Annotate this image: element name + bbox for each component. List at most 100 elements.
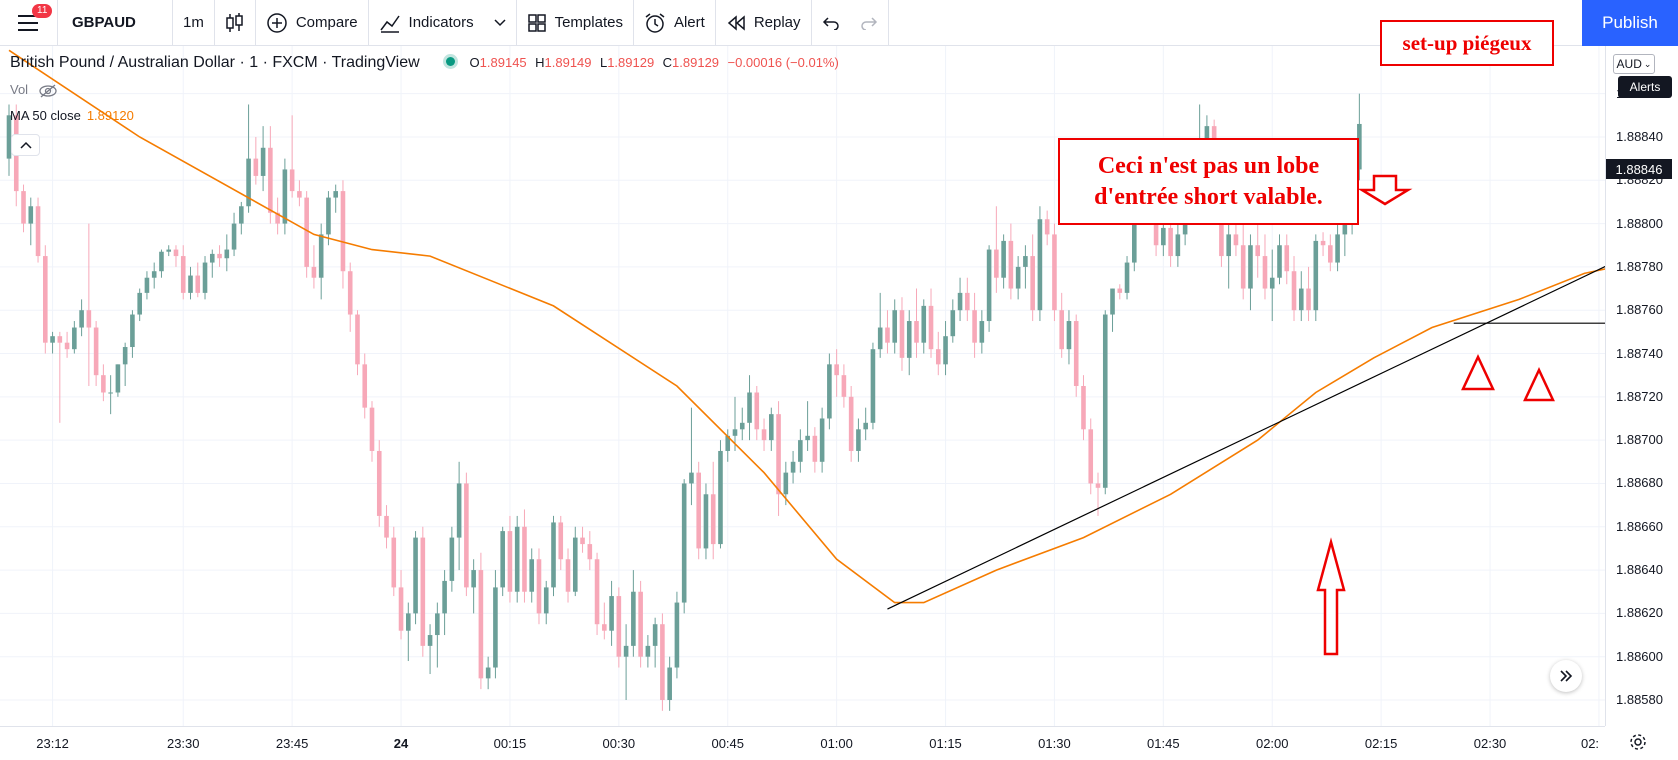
candle-body xyxy=(369,407,375,451)
candle xyxy=(943,321,948,376)
price-axis[interactable]: 1.888601.888401.888201.888001.887801.887… xyxy=(1605,46,1678,726)
candle-body xyxy=(304,197,309,267)
candle-body xyxy=(1001,240,1006,278)
candle xyxy=(1255,223,1261,278)
menu-button[interactable]: 11 xyxy=(0,0,58,46)
candle-body xyxy=(427,635,433,646)
candle-body xyxy=(623,645,629,657)
candle xyxy=(754,386,760,441)
candle xyxy=(28,197,34,246)
drawn-trendline[interactable] xyxy=(887,228,1678,610)
compare-button[interactable]: Compare xyxy=(256,0,369,46)
candle xyxy=(326,191,331,246)
candle xyxy=(471,559,476,614)
candle-body xyxy=(1102,314,1108,488)
candle-body xyxy=(180,256,186,293)
ma-value: 1.89120 xyxy=(86,108,134,123)
candle-body xyxy=(442,580,447,614)
alerts-tag[interactable]: Alerts xyxy=(1618,76,1672,98)
candle-body xyxy=(638,591,643,657)
ohlc-label: L xyxy=(599,55,608,70)
chart-settings-button[interactable] xyxy=(1628,732,1648,758)
candle-body xyxy=(137,292,142,315)
undo-button[interactable] xyxy=(812,0,850,46)
candle-body xyxy=(1357,123,1362,170)
candle-body xyxy=(268,147,273,213)
candle xyxy=(1357,93,1362,181)
annotation-line: Ceci n'est pas un lobe xyxy=(1097,153,1320,179)
candle-body xyxy=(297,191,302,198)
candle xyxy=(986,245,992,332)
candle-body xyxy=(848,396,854,451)
time-tick-label: 01:45 xyxy=(1147,736,1180,751)
candle xyxy=(870,342,876,430)
candle-body xyxy=(674,602,680,668)
scroll-to-realtime-button[interactable] xyxy=(1550,660,1582,692)
templates-button[interactable]: Templates xyxy=(517,0,634,46)
price-tick-label: 1.88620 xyxy=(1616,605,1663,621)
ohlc-values: O1.89145 H1.89149 L1.89129 C1.89129 −0.0… xyxy=(470,54,843,71)
candle-body xyxy=(681,483,687,603)
currency-selector[interactable]: AUD ⌄ xyxy=(1613,54,1655,74)
candle-body xyxy=(645,645,651,657)
candle-body xyxy=(536,559,542,614)
publish-button[interactable]: Publish xyxy=(1582,0,1678,46)
time-axis[interactable]: 23:12 23:30 23:45 24 00:15 00:30 00:45 01:00 01:… xyxy=(0,726,1605,760)
candle xyxy=(965,277,970,322)
collapse-legend-button[interactable] xyxy=(11,134,40,156)
candle-body xyxy=(79,310,84,328)
candle-body xyxy=(1320,240,1326,246)
chart-type-button[interactable] xyxy=(215,0,256,46)
candle xyxy=(202,256,208,300)
interval-button[interactable]: 1m xyxy=(173,0,215,46)
redo-button[interactable] xyxy=(850,0,889,46)
candle-body xyxy=(529,559,535,592)
candle-body xyxy=(456,483,462,538)
price-tick-label: 1.88780 xyxy=(1616,258,1663,274)
candle-body xyxy=(6,115,12,159)
candle-body xyxy=(202,262,208,293)
alert-button[interactable]: Alert xyxy=(634,0,716,46)
candle xyxy=(827,353,832,430)
annotation-title-box[interactable]: set-up piégeux xyxy=(1380,20,1554,66)
volume-indicator-row[interactable]: Vol xyxy=(10,82,58,98)
candle xyxy=(660,613,665,711)
time-tick-label: 00:30 xyxy=(602,736,636,751)
replay-button[interactable]: Replay xyxy=(716,0,812,46)
chevron-down-icon xyxy=(494,18,506,26)
candle-body xyxy=(1081,386,1086,430)
candle xyxy=(21,184,26,233)
candle-body xyxy=(362,364,368,408)
candle xyxy=(1023,245,1028,289)
candle xyxy=(231,212,237,257)
candle xyxy=(101,364,106,402)
annotation-note-box[interactable]: Ceci n'est pas un lobe d'entrée short va… xyxy=(1058,138,1359,225)
candle-body xyxy=(50,336,55,343)
candle xyxy=(848,386,854,462)
time-tick-label: 01:00 xyxy=(820,736,853,751)
candle xyxy=(1175,223,1181,267)
candle-body xyxy=(798,440,803,462)
candle-body xyxy=(282,169,288,224)
candle-body xyxy=(35,206,41,257)
up-arrow-icon xyxy=(1316,537,1346,656)
candle xyxy=(130,310,135,358)
candle xyxy=(1066,310,1072,365)
candle-body xyxy=(1291,271,1297,311)
indicators-button[interactable]: Indicators xyxy=(369,0,484,46)
candle xyxy=(979,310,985,354)
triangle-up-icon xyxy=(1523,367,1555,402)
ma-indicator-row[interactable]: MA 50 close 1.89120 xyxy=(10,108,134,123)
eye-hidden-icon[interactable] xyxy=(38,84,58,98)
candle xyxy=(667,656,672,711)
symbol-search[interactable]: GBPAUD xyxy=(58,0,173,46)
indicators-dropdown[interactable] xyxy=(484,0,517,46)
ohlc-value: 1.89145 xyxy=(479,55,527,70)
down-arrow-icon xyxy=(1357,174,1413,206)
candle-body xyxy=(72,327,77,350)
candle xyxy=(841,364,847,408)
candle xyxy=(1306,266,1311,322)
time-tick-label: 01:15 xyxy=(929,736,962,751)
candle xyxy=(6,104,12,176)
